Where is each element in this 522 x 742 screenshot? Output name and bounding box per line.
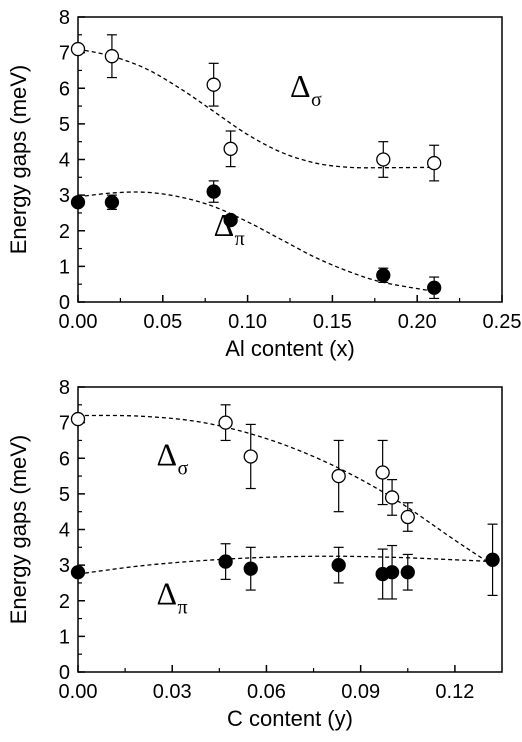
y-tick-label: 7	[59, 413, 70, 435]
series-delta-pi	[70, 523, 500, 600]
filled-data-point	[485, 552, 500, 567]
x-tick-label: 0.12	[435, 681, 474, 703]
x-tick-label: 0.10	[228, 311, 267, 333]
open-data-point	[376, 152, 391, 167]
y-tick-label: 0	[59, 292, 70, 314]
fit-curve	[77, 48, 435, 169]
x-axis-label: Al content (x)	[225, 336, 355, 361]
open-data-point	[218, 415, 233, 430]
filled-data-point	[104, 195, 120, 210]
annotation-delta-subscript: σ	[311, 89, 322, 111]
filled-data-point	[376, 268, 391, 283]
chart-panel-2: 0 1 2 3 4 5 6 7 8 0.00 0.03 0.06 0.09 0.12 C content (…	[6, 377, 503, 731]
open-data-point	[375, 465, 390, 480]
filled-data-point	[206, 184, 221, 199]
open-data-point	[70, 411, 86, 427]
x-tick-label: 0.00	[59, 681, 98, 703]
x-tick-label: 0.20	[398, 311, 437, 333]
y-tick-label: 8	[59, 7, 70, 29]
filled-data-point	[218, 554, 233, 569]
series-delta-pi	[70, 180, 442, 300]
filled-data-point	[223, 212, 238, 228]
annotation-delta-subscript: σ	[178, 457, 189, 479]
open-data-point	[243, 449, 258, 464]
open-data-point	[70, 41, 86, 57]
chart-panel-1: 0 1 2 3 4 5 6 7 8 0.00 0.05 0.10 0.15 0.20 0.25 Al cont…	[6, 7, 521, 361]
y-tick-label: 2	[59, 591, 70, 613]
filled-data-point	[427, 280, 442, 295]
open-data-point	[400, 509, 415, 525]
fit-curve	[77, 414, 493, 566]
y-tick-label: 1	[59, 626, 70, 648]
y-tick-label: 6	[59, 78, 70, 100]
x-tick-label: 0.09	[341, 681, 380, 703]
filled-data-point	[384, 565, 400, 580]
filled-data-point	[70, 195, 86, 210]
y-tick-label: 1	[59, 256, 70, 278]
annotation-delta-symbol: Δ	[214, 207, 235, 243]
y-tick-label: 4	[59, 150, 70, 172]
x-tick-label: 0.25	[483, 311, 522, 333]
x-axis-label: C content (y)	[227, 706, 353, 731]
annotation-delta-subscript: π	[178, 596, 188, 618]
y-tick-label: 6	[59, 448, 70, 470]
open-data-point	[104, 49, 120, 64]
x-tick-label: 0.06	[247, 681, 286, 703]
annotation-delta-symbol: Δ	[157, 436, 178, 472]
filled-data-point	[70, 565, 86, 580]
filled-data-point	[400, 565, 415, 580]
filled-data-point	[331, 557, 346, 573]
y-tick-label: 5	[59, 484, 70, 506]
y-tick-label: 4	[59, 520, 70, 542]
open-data-point	[331, 468, 346, 484]
y-tick-label: 3	[59, 555, 70, 577]
open-data-point	[223, 141, 238, 156]
y-tick-label: 5	[59, 114, 70, 136]
x-tick-label: 0.05	[143, 311, 182, 333]
y-tick-label: 8	[59, 377, 70, 399]
series-delta-sigma	[70, 34, 442, 182]
x-tick-label: 0.03	[153, 681, 192, 703]
annotation-delta-symbol: Δ	[157, 575, 178, 611]
y-tick-label: 2	[59, 221, 70, 243]
open-data-point	[427, 155, 442, 171]
y-axis-label: Energy gaps (meV)	[6, 435, 31, 625]
annotation-delta-subscript: π	[235, 228, 245, 250]
open-data-point	[384, 490, 400, 505]
fit-curve	[77, 555, 493, 575]
annotation-delta-symbol: Δ	[290, 68, 311, 104]
series-delta-sigma	[70, 404, 493, 566]
x-tick-label: 0.00	[59, 311, 98, 333]
open-data-point	[206, 77, 221, 92]
y-axis-label: Energy gaps (meV)	[6, 65, 31, 255]
y-tick-label: 0	[59, 662, 70, 684]
y-tick-label: 7	[59, 43, 70, 65]
fit-curve	[77, 191, 435, 292]
x-tick-label: 0.15	[313, 311, 352, 333]
filled-data-point	[243, 561, 258, 576]
y-tick-label: 3	[59, 185, 70, 207]
